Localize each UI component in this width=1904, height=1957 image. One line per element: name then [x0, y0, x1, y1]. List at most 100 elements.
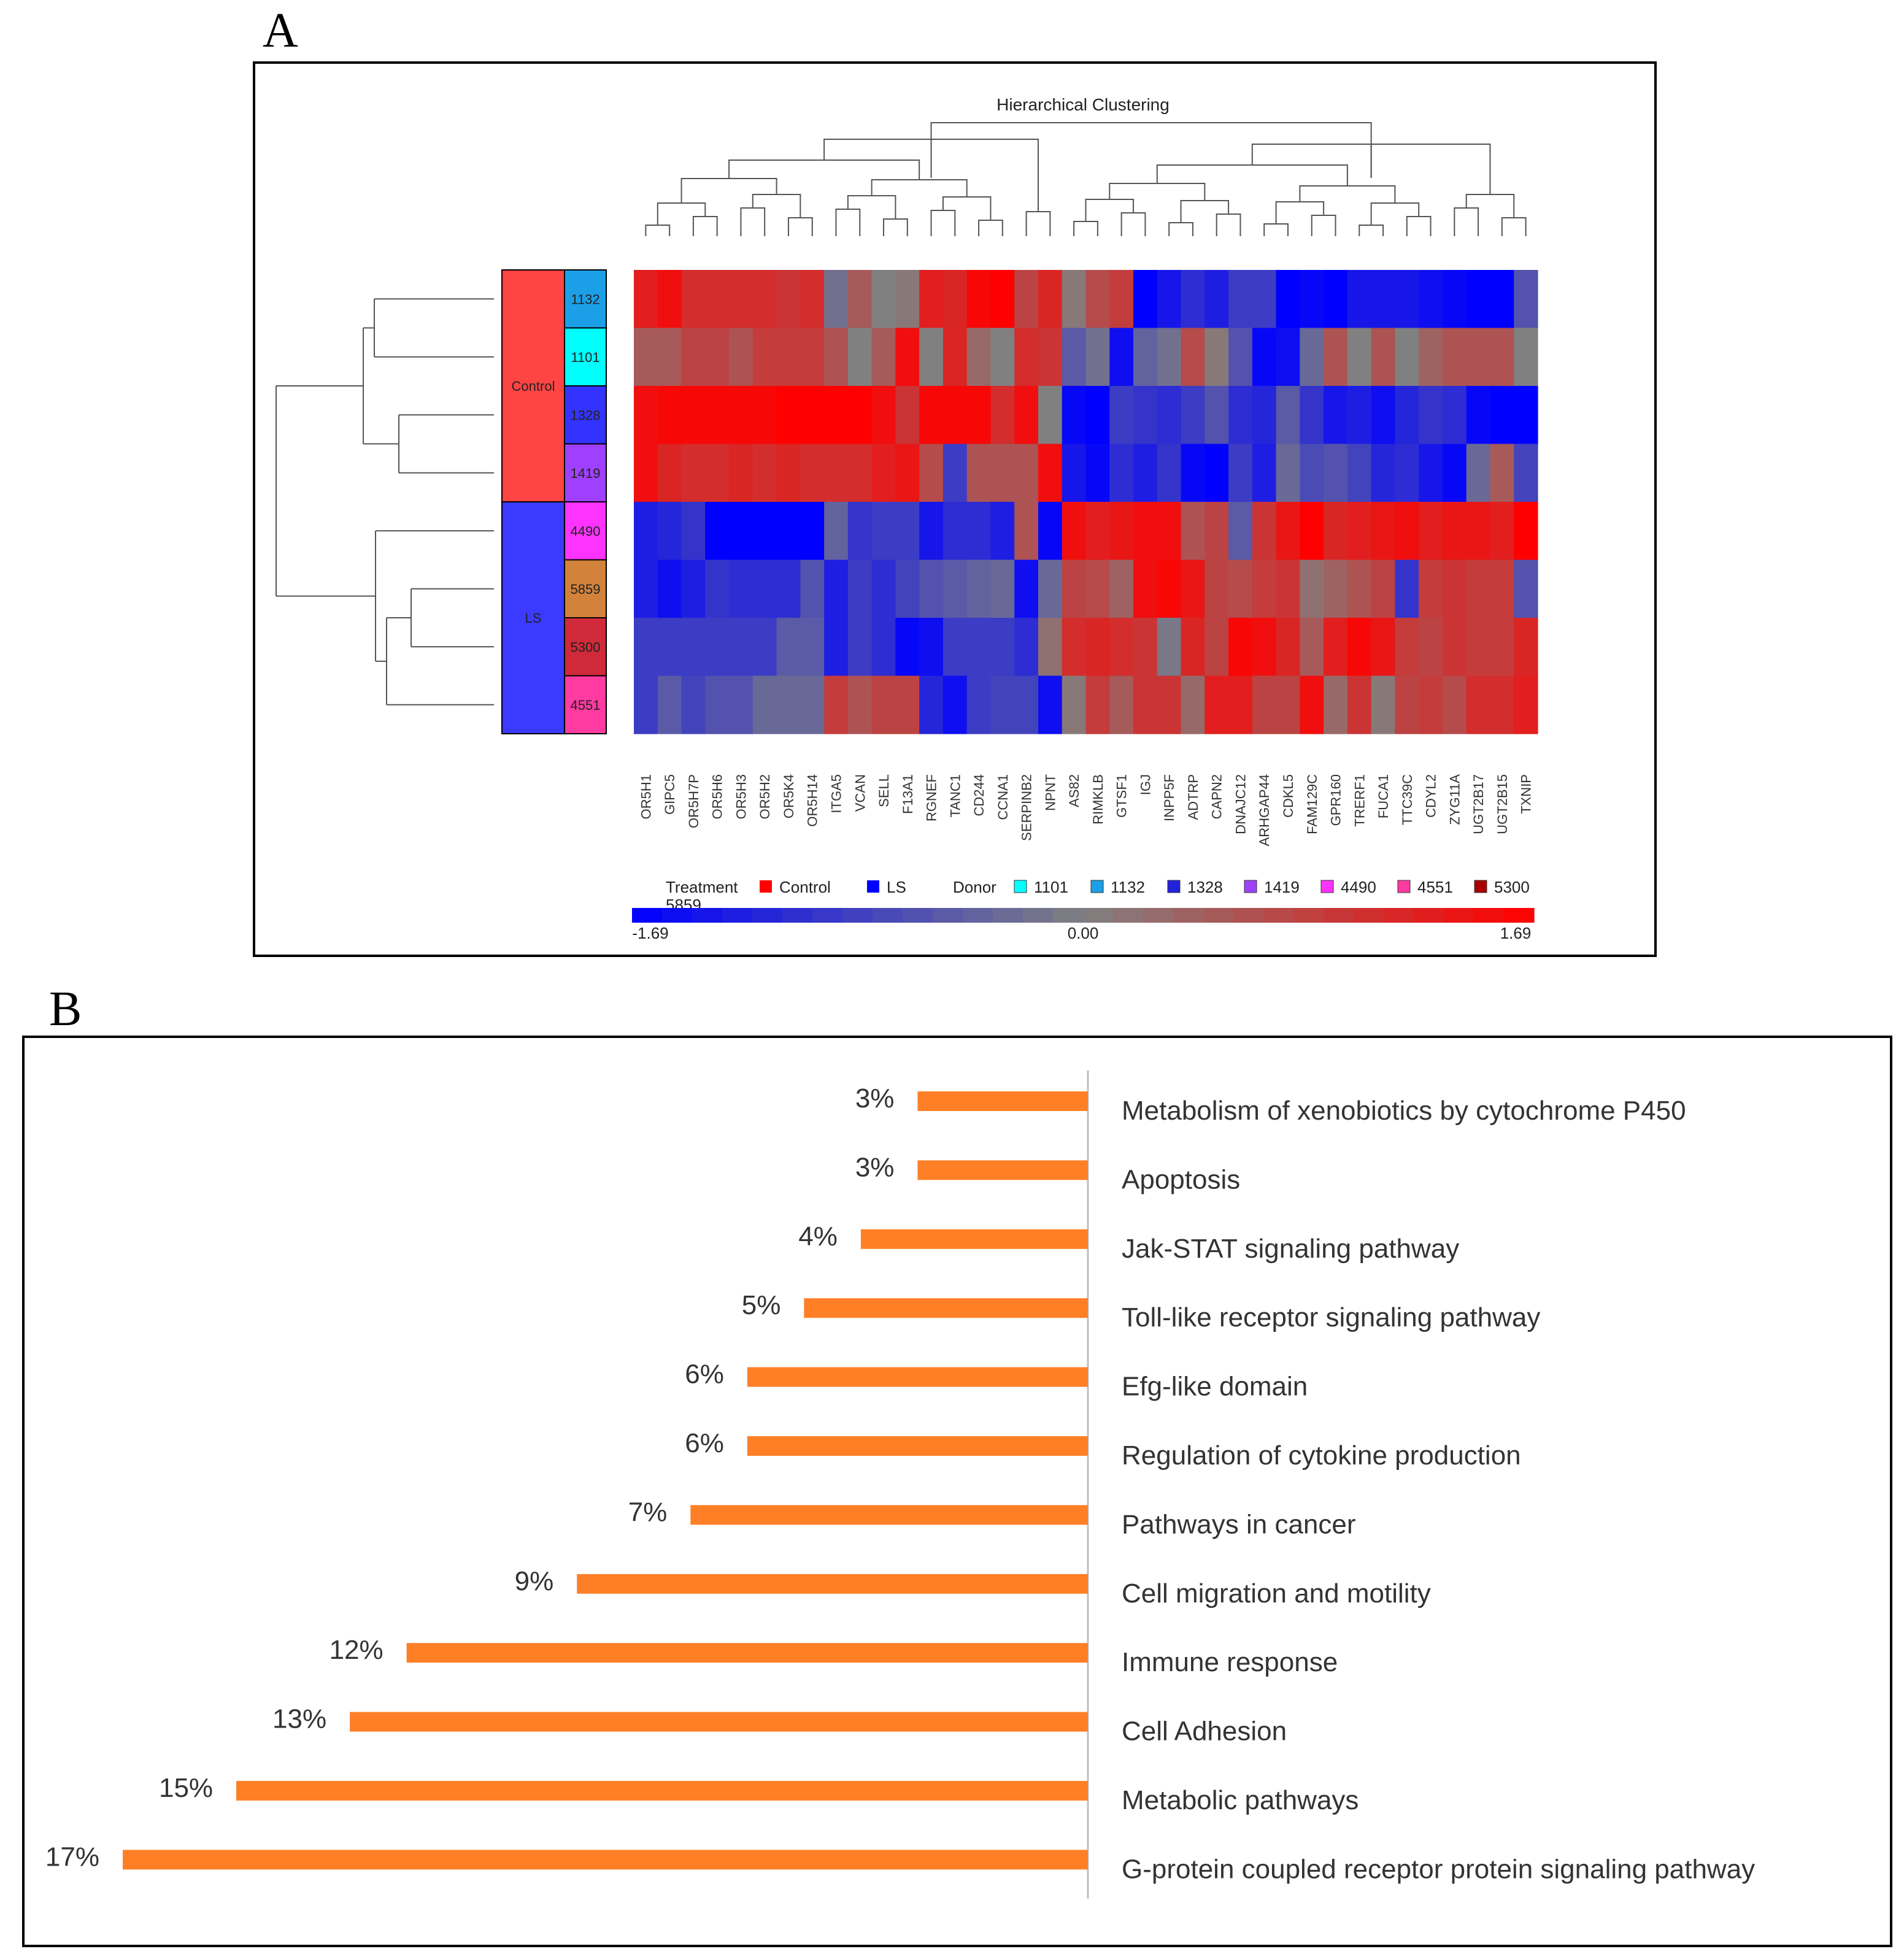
heatmap-cell	[657, 386, 682, 445]
heatmap-cell	[1062, 328, 1087, 386]
treatment-group-label: LS	[525, 610, 542, 626]
color-scale-segment	[1354, 908, 1384, 923]
heatmap-cell	[990, 675, 1015, 734]
gene-label: OR5H1	[638, 774, 653, 819]
gene-label: UGT2B15	[1495, 774, 1510, 834]
column-dendrogram-line	[645, 225, 671, 236]
gene-label: RGNEF	[924, 774, 939, 821]
heatmap-cell	[1442, 444, 1467, 502]
heatmap-cell	[729, 675, 754, 734]
heatmap-cell	[871, 675, 896, 734]
heatmap-cell	[1490, 444, 1514, 502]
donor-label: 1328	[571, 407, 601, 423]
column-dendrogram-line	[978, 220, 1003, 236]
heatmap-cell	[1014, 618, 1039, 677]
heatmap-cell	[705, 444, 730, 502]
heatmap-cell	[966, 386, 992, 445]
gene-label: CD244	[971, 774, 987, 816]
bar	[917, 1160, 1088, 1180]
heatmap-cell	[990, 618, 1015, 677]
color-scale-segment	[1113, 908, 1144, 923]
treatment-legend-swatch	[760, 880, 772, 893]
column-dendrogram-line	[1025, 211, 1051, 236]
color-scale-segment	[993, 908, 1023, 923]
bar-value-label: 4%	[798, 1221, 838, 1251]
heatmap-cell	[1419, 386, 1443, 445]
heatmap-cell	[1419, 328, 1443, 386]
bar-value-label: 5%	[742, 1290, 781, 1320]
heatmap-cell	[1300, 618, 1324, 677]
heatmap-cell	[1085, 675, 1110, 734]
heatmap-cell	[800, 618, 825, 677]
heatmap-cell	[1157, 270, 1182, 329]
heatmap-cell	[1228, 559, 1253, 618]
heatmap-cell	[1395, 559, 1419, 618]
donor-legend-swatch	[1320, 880, 1334, 893]
column-dendrogram-line	[1109, 183, 1206, 201]
heatmap-cell	[1085, 502, 1110, 561]
heatmap-cell	[1490, 559, 1514, 618]
color-scale-segment	[903, 908, 933, 923]
heatmap-cell	[657, 328, 682, 386]
heatmap-cell	[1419, 270, 1443, 329]
heatmap-cell	[1395, 386, 1419, 445]
heatmap-cell	[871, 502, 896, 561]
gene-label: CAPN2	[1209, 774, 1225, 819]
heatmap-cell	[1133, 444, 1158, 502]
heatmap-cell	[1157, 328, 1182, 386]
gene-label: TTC39C	[1400, 774, 1415, 825]
heatmap-cell	[1442, 675, 1467, 734]
color-scale-segment	[722, 908, 753, 923]
heatmap-cell	[942, 618, 968, 677]
heatmap-cell	[1395, 328, 1419, 386]
heatmap-title: Hierarchical Clustering	[996, 95, 1170, 114]
donor-legend-label: 5300	[1494, 878, 1530, 896]
heatmap-cell	[824, 618, 849, 677]
heatmap-cell	[1133, 559, 1158, 618]
heatmap-cell	[1204, 328, 1229, 386]
heatmap-cell	[634, 444, 658, 502]
heatmap-cell	[990, 502, 1015, 561]
heatmap-cell	[1157, 618, 1182, 677]
heatmap-cell	[1276, 675, 1300, 734]
bar	[747, 1367, 1088, 1387]
gene-label: OR5H6	[710, 774, 725, 819]
heatmap-cell	[895, 618, 920, 677]
heatmap-cell	[1347, 270, 1372, 329]
color-scale-segment	[1053, 908, 1084, 923]
heatmap-cell	[966, 618, 992, 677]
heatmap-cell	[729, 618, 754, 677]
heatmap-cell	[657, 559, 682, 618]
heatmap-cell	[1085, 270, 1110, 329]
treatment-group-label: Control	[512, 379, 555, 394]
heatmap-cell	[919, 618, 944, 677]
heatmap-cell	[1204, 675, 1229, 734]
heatmap-cell	[919, 444, 944, 502]
gene-label: ARHGAP44	[1257, 774, 1272, 846]
heatmap-cell	[1133, 618, 1158, 677]
heatmap-cell	[1181, 675, 1205, 734]
heatmap-cell	[919, 270, 944, 329]
heatmap-cell	[1252, 675, 1277, 734]
heatmap-cell	[1062, 270, 1087, 329]
heatmap-cell	[800, 502, 825, 561]
heatmap-cell	[705, 270, 730, 329]
heatmap-cell	[1228, 444, 1253, 502]
bar-category-label: Efg-like domain	[1122, 1372, 1308, 1402]
column-dendrogram-line	[1275, 201, 1325, 224]
heatmap-cell	[1133, 328, 1158, 386]
heatmap-cell	[752, 675, 777, 734]
heatmap-cell	[1490, 675, 1514, 734]
bar-value-label: 3%	[855, 1152, 895, 1182]
heatmap-cell	[847, 502, 873, 561]
heatmap-cell	[657, 618, 682, 677]
heatmap-cell	[1204, 502, 1229, 561]
heatmap-cell	[1395, 618, 1419, 677]
heatmap-cell	[752, 618, 777, 677]
heatmap-cell	[847, 559, 873, 618]
heatmap-cell	[1324, 328, 1348, 386]
heatmap-cell	[942, 386, 968, 445]
heatmap-cell	[847, 675, 873, 734]
heatmap-cell	[824, 502, 849, 561]
heatmap-cell	[1252, 502, 1277, 561]
